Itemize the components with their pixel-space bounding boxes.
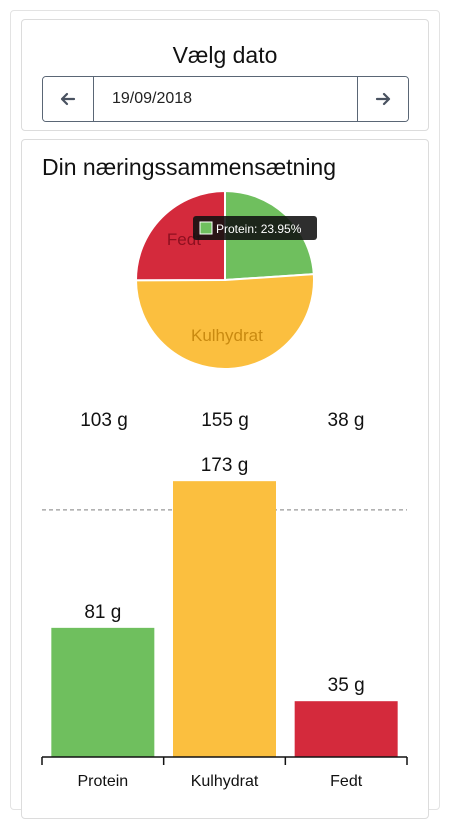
bar-value-fedt: 35 g: [328, 675, 365, 696]
bar-value-protein: 81 g: [84, 602, 121, 623]
bar-kulhydrat: [173, 481, 276, 757]
target-protein: 103 g: [80, 410, 128, 431]
prev-date-button[interactable]: [43, 77, 94, 121]
bar-protein: [51, 627, 155, 757]
pie-tooltip-text: Protein: 23.95%: [216, 222, 302, 236]
target-kulhydrat: 155 g: [201, 410, 249, 431]
x-tick-label-kulhydrat: Kulhydrat: [191, 773, 259, 790]
arrow-left-icon: [60, 92, 76, 106]
bar-value-kulhydrat: 173 g: [201, 455, 249, 476]
next-date-button[interactable]: [357, 77, 408, 121]
bar-fedt: [294, 701, 398, 757]
macro-pie-chart[interactable]: Kulhydrat Fedt: [134, 189, 315, 370]
x-tick-label-protein: Protein: [77, 773, 128, 790]
pie-tooltip: Protein: 23.95%: [193, 216, 317, 240]
pie-label-kulhydrat: Kulhydrat: [191, 326, 263, 345]
pie-slice-fedt[interactable]: [134, 189, 226, 282]
macro-bar-chart: 81 g Protein 173 g Kulhydrat 35 g Fedt: [41, 455, 408, 790]
pie-label-fedt: Fedt: [167, 230, 201, 249]
date-card: Vælg dato: [21, 19, 429, 131]
pie-slice-kulhydrat[interactable]: [134, 273, 315, 370]
date-input[interactable]: [94, 77, 357, 121]
nutrition-charts: Kulhydrat Fedt Protein: 23.95% 103 g 155 …: [41, 189, 408, 790]
x-tick-label-fedt: Fedt: [330, 773, 363, 790]
date-picker: [42, 76, 409, 122]
date-title: Vælg dato: [172, 42, 278, 68]
nutrition-title: Din næringssammensætning: [42, 154, 337, 180]
target-values: 103 g 155 g 38 g: [80, 410, 364, 431]
target-fedt: 38 g: [328, 410, 365, 431]
arrow-right-icon: [375, 92, 391, 106]
